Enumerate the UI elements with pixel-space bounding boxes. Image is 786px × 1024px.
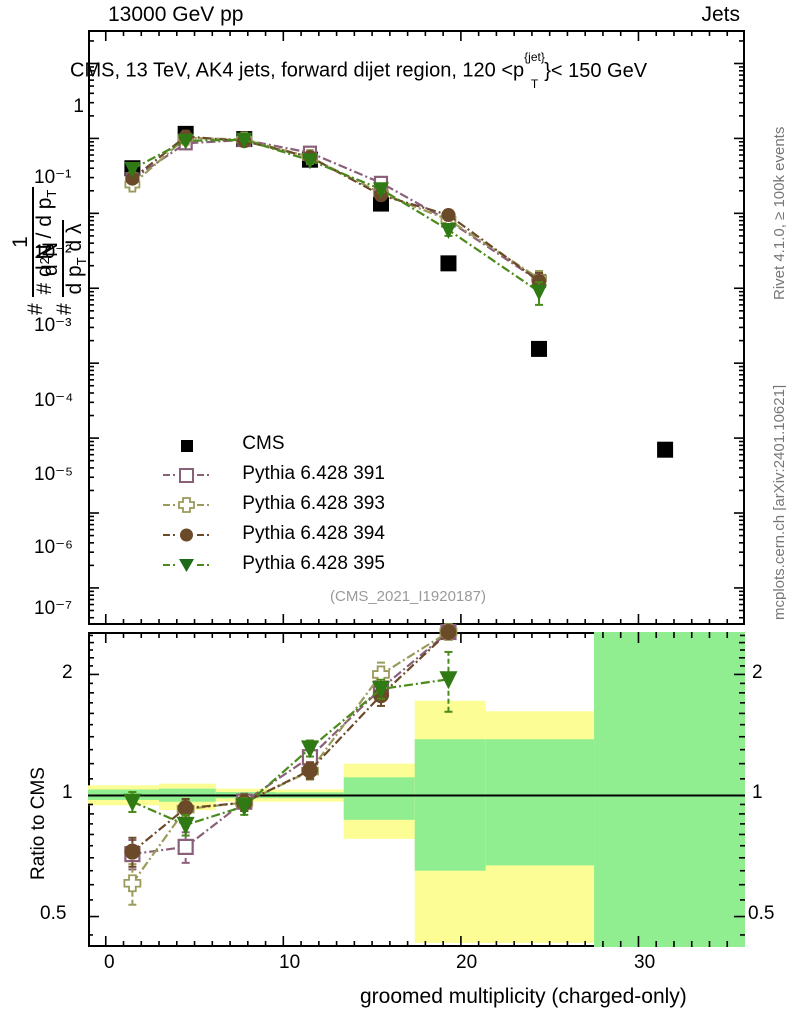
marker-triangle-down	[177, 133, 194, 150]
ratio-band-green-7	[594, 632, 745, 947]
series-pythia-6-428-394	[125, 129, 547, 293]
marker-circle-filled	[441, 208, 456, 223]
marker-triangle-down	[440, 222, 457, 239]
marker-square-filled	[657, 441, 674, 458]
marker-triangle-down	[300, 740, 319, 759]
marker-circle-filled	[301, 762, 318, 779]
series-line	[131, 136, 540, 280]
header-left: 13000 GeV pp	[108, 3, 244, 26]
xtick-0: 0	[104, 952, 115, 973]
ratio-series-pythia-6-428-395	[123, 650, 458, 837]
legend-entry-p395[interactable]: Pythia 6.428 395	[163, 553, 385, 579]
square-filled-icon	[181, 440, 193, 452]
series-line	[131, 135, 540, 282]
analysis-id-watermark: (CMS_2021_I1920187)	[330, 588, 486, 605]
marker-triangle-down	[124, 162, 141, 179]
ytick-main-5: 10⁻⁵	[34, 464, 74, 485]
ytick-ratio-right-1: 1	[752, 782, 763, 803]
cross-open-icon	[163, 497, 211, 513]
marker-triangle-down	[236, 132, 253, 149]
marker-square-filled	[531, 340, 548, 357]
ratio-line	[131, 678, 449, 827]
ytick-main-7: 10⁻⁷	[34, 598, 73, 619]
xtick-20: 20	[456, 952, 478, 973]
marker-circle-filled	[177, 800, 194, 817]
x-axis-label: groomed multiplicity (charged-only)	[360, 985, 687, 1008]
plot-title-sup: {jet}	[524, 50, 545, 64]
series-pythia-6-428-395	[124, 132, 548, 306]
ratio-band-green-4	[343, 777, 415, 820]
ratio-band-green-6	[485, 739, 595, 866]
ytick-main-3: 10⁻³	[34, 315, 72, 336]
series-cms	[124, 125, 674, 458]
marker-triangle-down	[123, 793, 142, 812]
ytick-ratio-1: 1	[62, 782, 73, 803]
marker-triangle-down	[439, 671, 458, 690]
legend-label-cms: CMS	[242, 433, 285, 454]
legend-label-p395: Pythia 6.428 395	[242, 553, 385, 574]
ytick-main-1: 10⁻¹	[34, 167, 72, 188]
ytick-ratio-right-2: 2	[752, 662, 763, 683]
marker-triangle-down	[371, 680, 390, 699]
square-open-icon	[163, 468, 211, 483]
legend-entry-p394[interactable]: Pythia 6.428 394	[163, 523, 385, 549]
marker-triangle-down	[372, 182, 389, 199]
ytick-main-4: 10⁻⁴	[34, 390, 74, 411]
marker-circle-filled	[532, 273, 547, 288]
marker-triangle-down	[176, 816, 195, 835]
marker-circle-filled	[440, 624, 457, 640]
plot-title-sub: T	[530, 76, 539, 91]
legend-label-p394: Pythia 6.428 394	[242, 523, 385, 544]
plot-title-text: CMS, 13 TeV, AK4 jets, forward dijet reg…	[70, 59, 525, 82]
ytick-ratio-2: 2	[62, 662, 73, 683]
ratio-line	[131, 631, 450, 853]
series-pythia-6-428-393	[124, 129, 547, 290]
marker-triangle-down	[531, 284, 548, 301]
xtick-30: 30	[634, 952, 656, 973]
marker-square-filled	[440, 255, 457, 272]
series-line	[131, 138, 540, 282]
plot-title: CMS, 13 TeV, AK4 jets, forward dijet reg…	[70, 50, 655, 91]
xtick-10: 10	[279, 952, 301, 973]
marker-circle-filled	[125, 171, 140, 186]
ratio-band-green-5	[414, 739, 486, 871]
plot-title-tail: }< 150 GeV	[544, 59, 648, 82]
ytick-main-2: 10⁻²	[34, 242, 72, 263]
ytick-main-6: 10⁻⁶	[34, 537, 73, 558]
triangle-down-icon	[163, 559, 211, 572]
legend-label-p393: Pythia 6.428 393	[242, 493, 385, 514]
marker-triangle-down	[301, 153, 318, 170]
ytick-main-0: 1	[73, 96, 84, 117]
circle-filled-icon	[163, 528, 211, 542]
ytick-ratio-05: 0.5	[40, 903, 67, 924]
marker-square-open	[177, 838, 194, 856]
ratio-line	[131, 631, 450, 884]
legend-entry-cms[interactable]: CMS	[175, 433, 285, 459]
legend-entry-p393[interactable]: Pythia 6.428 393	[163, 493, 385, 519]
legend-label-p391: Pythia 6.428 391	[242, 463, 385, 484]
header-right: Jets	[701, 3, 740, 26]
legend-entry-p391[interactable]: Pythia 6.428 391	[163, 463, 385, 489]
ytick-ratio-right-05: 0.5	[748, 903, 775, 924]
marker-circle-filled	[124, 843, 141, 860]
series-pythia-6-428-391	[125, 132, 547, 293]
marker-cross-open	[123, 874, 142, 893]
marker-triangle-down	[235, 798, 254, 817]
